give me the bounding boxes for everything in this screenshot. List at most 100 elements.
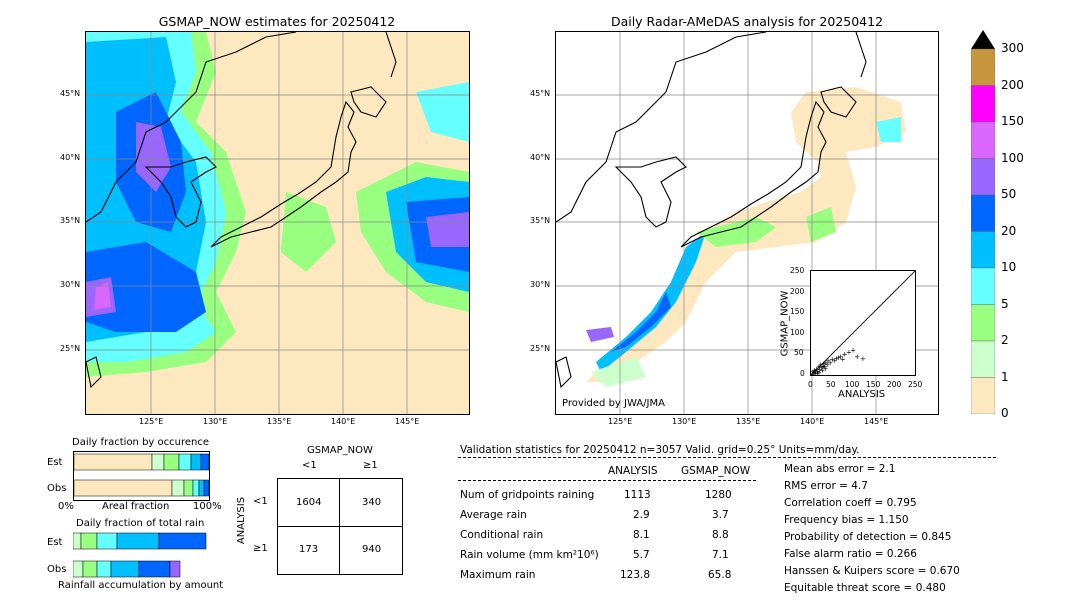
colorbar bbox=[970, 30, 996, 415]
colorbar-segment bbox=[970, 377, 996, 415]
scatter-xtick: 0 bbox=[808, 380, 813, 389]
scatter-point: + bbox=[821, 360, 827, 368]
left-lon-label-130: 130°E bbox=[203, 417, 228, 426]
contingency-row-lt1: <1 bbox=[253, 496, 268, 507]
right-lon-label-130: 130°E bbox=[672, 417, 697, 426]
occurrence-row-est: Est bbox=[47, 457, 63, 468]
score-item: Hanssen & Kuipers score = 0.670 bbox=[784, 565, 960, 577]
rain-fraction-title: Daily fraction of total rain bbox=[76, 518, 205, 529]
scatter-xtick: 50 bbox=[826, 380, 836, 389]
left-lat-label-45: 45°N bbox=[60, 89, 81, 98]
rain-fraction-row-obs: Obs bbox=[47, 564, 67, 575]
scatter-ytick: 50 bbox=[794, 348, 804, 357]
colorbar-segment bbox=[970, 48, 996, 86]
colorbar-label: 20 bbox=[1001, 223, 1017, 238]
scatter-point: + bbox=[831, 357, 837, 365]
validation-divider-mid bbox=[458, 480, 756, 481]
score-item: Equitable threat score = 0.480 bbox=[784, 582, 946, 594]
left-lon-label-140: 140°E bbox=[331, 417, 356, 426]
occurrence-axis-mid: Areal fraction bbox=[102, 501, 170, 512]
right-lon-label-140: 140°E bbox=[800, 417, 825, 426]
occurrence-bars bbox=[73, 451, 210, 501]
scatter-plot: ++++++++++++++++++++++++++ +++++ +++ bbox=[809, 270, 916, 379]
occurrence-title: Daily fraction by occurence bbox=[72, 437, 210, 448]
contingency-col-ge1: ≥1 bbox=[363, 460, 378, 471]
validation-divider-top bbox=[458, 457, 996, 458]
right-map-canvas bbox=[556, 32, 938, 414]
rain-fraction-row-est: Est bbox=[47, 537, 63, 548]
scatter-point: + bbox=[846, 349, 852, 357]
left-lat-label-35: 35°N bbox=[60, 216, 81, 225]
right-lat-label-30: 30°N bbox=[530, 280, 551, 289]
left-lon-label-145: 145°E bbox=[395, 417, 420, 426]
scatter-point: + bbox=[816, 369, 822, 375]
contingency-grid: 1604 340 173 940 bbox=[277, 478, 403, 575]
validation-header: Validation statistics for 20250412 n=305… bbox=[460, 444, 860, 456]
scatter-point: + bbox=[818, 361, 824, 369]
scatter-point: + bbox=[813, 369, 819, 375]
occurrence-axis-left: 0% bbox=[58, 501, 74, 512]
scatter-point: + bbox=[840, 356, 846, 364]
colorbar-canvas bbox=[970, 30, 996, 415]
stat-row-label: Num of gridpoints raining bbox=[460, 489, 595, 501]
stat-row-label: Average rain bbox=[460, 509, 527, 521]
left-lat-label-25: 25°N bbox=[60, 344, 81, 353]
stat-row-label: Maximum rain bbox=[460, 569, 536, 581]
stat-row-gsmap: 1280 bbox=[705, 489, 732, 501]
scatter-ytick: 200 bbox=[790, 287, 805, 296]
stat-row-label: Rain volume (mm km²10⁶) bbox=[460, 549, 599, 561]
colorbar-segment bbox=[970, 121, 996, 159]
scatter-point: + bbox=[819, 367, 825, 375]
scatter-point: + bbox=[860, 355, 866, 363]
contingency-cell: 1604 bbox=[296, 497, 322, 508]
right-lon-label-145: 145°E bbox=[864, 417, 889, 426]
score-item: Correlation coeff = 0.795 bbox=[784, 497, 917, 509]
scatter-ytick: 100 bbox=[790, 328, 805, 337]
scatter-point: + bbox=[833, 355, 839, 363]
left-lon-label-125: 125°E bbox=[139, 417, 164, 426]
left-lon-label-135: 135°E bbox=[267, 417, 292, 426]
contingency-cell: 940 bbox=[362, 544, 382, 555]
right-map: Provided by JWA/JMA bbox=[555, 31, 939, 415]
scatter-point: + bbox=[813, 365, 819, 373]
colorbar-label: 200 bbox=[1001, 77, 1024, 92]
left-lat-label-40: 40°N bbox=[60, 153, 81, 162]
stat-row-gsmap: 3.7 bbox=[712, 509, 729, 521]
stat-row-gsmap: 8.8 bbox=[712, 529, 729, 541]
contingency-col-lt1: <1 bbox=[302, 460, 317, 471]
scatter-xlabel: ANALYSIS bbox=[838, 389, 886, 400]
scatter-xtick: 100 bbox=[845, 380, 860, 389]
scatter-ytick: 150 bbox=[790, 307, 805, 316]
score-item: False alarm ratio = 0.266 bbox=[784, 548, 917, 560]
right-map-title: Daily Radar-AMeDAS analysis for 20250412 bbox=[610, 14, 884, 29]
scatter-point: + bbox=[829, 356, 835, 364]
occurrence-row-obs: Obs bbox=[47, 483, 67, 494]
stat-row-analysis: 2.9 bbox=[633, 509, 650, 521]
scatter-point: + bbox=[822, 363, 828, 371]
contingency-cell: 173 bbox=[299, 544, 319, 555]
left-lat-label-30: 30°N bbox=[60, 280, 81, 289]
occurrence-axis-right: 100% bbox=[193, 501, 222, 512]
scatter-point: + bbox=[811, 368, 817, 375]
scatter-point: + bbox=[838, 353, 844, 361]
scatter-point: + bbox=[812, 367, 818, 375]
rain-fraction-bars-canvas bbox=[72, 532, 207, 578]
stat-row-gsmap: 7.1 bbox=[712, 549, 729, 561]
map-credit: Provided by JWA/JMA bbox=[562, 398, 665, 409]
left-map bbox=[85, 31, 470, 415]
colorbar-label: 300 bbox=[1001, 41, 1024, 55]
scatter-point: + bbox=[836, 354, 842, 362]
scatter-point: + bbox=[820, 362, 826, 370]
right-lat-label-40: 40°N bbox=[530, 153, 551, 162]
colorbar-label: 1 bbox=[1001, 369, 1009, 384]
colorbar-segment bbox=[970, 85, 996, 123]
validation-col-gsmap: GSMAP_NOW bbox=[681, 465, 751, 477]
rain-fraction-footer: Rainfall accumulation by amount bbox=[58, 580, 224, 591]
colorbar-label: 2 bbox=[1001, 333, 1009, 347]
colorbar-segment bbox=[970, 194, 996, 232]
scatter-point: + bbox=[811, 369, 817, 375]
colorbar-segment bbox=[970, 267, 996, 305]
scatter-point: + bbox=[811, 371, 816, 375]
scatter-point: + bbox=[824, 361, 830, 369]
colorbar-segment bbox=[970, 340, 996, 378]
